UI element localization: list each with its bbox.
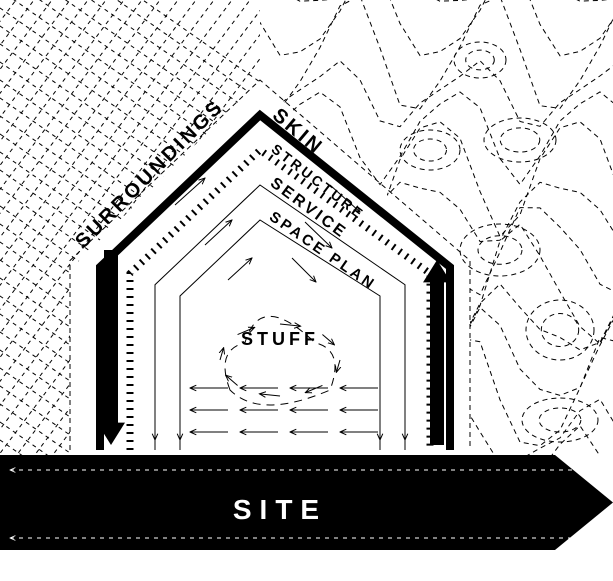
texture-contours <box>240 0 613 519</box>
site-band: SITE <box>0 455 613 550</box>
layer-labels: SURROUNDINGSSKINSTRUCTURESERVICESPACE PL… <box>71 76 444 294</box>
shearing-layers-diagram: SURROUNDINGSSKINSTRUCTURESERVICESPACE PL… <box>0 0 613 581</box>
stuff-label: STUFF <box>241 329 319 349</box>
layer-label-surroundings: SURROUNDINGS <box>71 95 228 253</box>
site-label: SITE <box>233 494 327 525</box>
